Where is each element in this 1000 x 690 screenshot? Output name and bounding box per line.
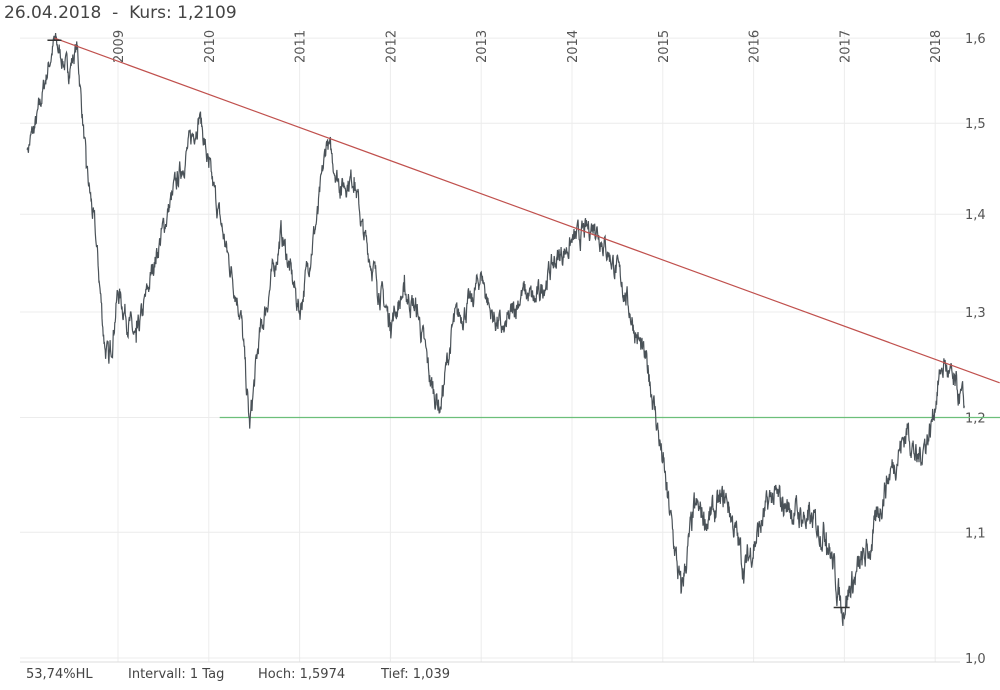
x-tick-label: 2009	[112, 30, 127, 63]
y-tick-label: 1,0	[965, 652, 986, 667]
price-line	[26, 33, 965, 626]
y-tick-label: 1,5	[965, 117, 986, 132]
footer-low: Tief: 1,039	[381, 667, 450, 682]
x-tick-label: 2017	[838, 30, 853, 63]
footer-interval: Intervall: 1 Tag	[128, 667, 225, 682]
footer-high: Hoch: 1,5974	[258, 667, 346, 682]
x-axis-ticks: 2009 2010 2011 2012 2013 2014 2015 2016 2017 2018	[112, 30, 944, 63]
x-tick-label: 2012	[384, 30, 399, 63]
x-tick-label: 2011	[294, 30, 309, 63]
x-tick-label: 2015	[657, 30, 672, 63]
trendline	[54, 37, 1000, 384]
chart-title: 26.04.2018 - Kurs: 1,2109	[4, 3, 237, 23]
y-tick-label: 1,6	[965, 32, 986, 47]
y-axis-ticks: 1,0 1,1 1,2 1,3 1,4 1,5 1,6	[965, 32, 986, 667]
x-tick-label: 2018	[929, 30, 944, 63]
title-date: 26.04.2018	[4, 3, 102, 23]
x-tick-label: 2013	[475, 30, 490, 63]
y-tick-label: 1,1	[965, 526, 986, 541]
title-price: Kurs: 1,2109	[129, 3, 237, 23]
y-tick-label: 1,2	[965, 412, 986, 427]
x-tick-label: 2014	[566, 30, 581, 63]
grid	[20, 30, 985, 662]
y-tick-label: 1,3	[965, 306, 986, 321]
x-tick-label: 2016	[748, 30, 763, 63]
footer-hl: 53,74%HL	[26, 667, 93, 682]
title-separator: -	[112, 3, 119, 23]
y-tick-label: 1,4	[965, 208, 986, 223]
x-tick-label: 2010	[203, 30, 218, 63]
